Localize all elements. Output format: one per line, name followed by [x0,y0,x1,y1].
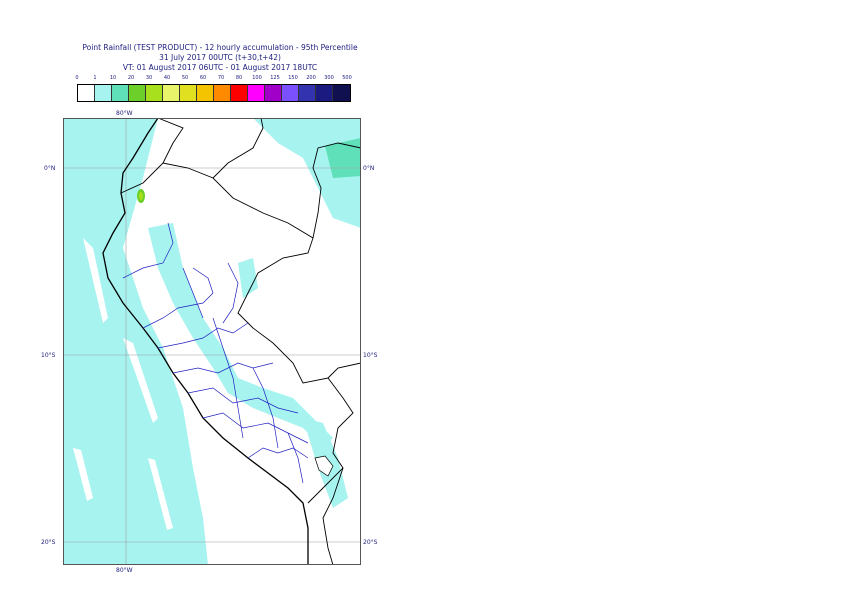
legend-labels: 0 1 10 20 30 40 50 60 70 80 100 125 150 … [70,75,360,83]
legend-swatch [197,85,214,101]
rain-area-interior [238,258,258,298]
dry-streak [73,448,93,501]
run-time: 31 July 2017 00UTC (t+30,t+42) [159,53,281,62]
country-border-brazil [312,142,361,239]
legend-swatch [316,85,333,101]
legend-swatch [163,85,180,101]
legend-label: 30 [145,75,153,81]
legend-swatch [129,85,146,101]
legend-label: 60 [199,75,207,81]
lake-titicaca [314,455,334,477]
lon-label-bottom: 80°W [116,567,133,574]
lat-label-eq-right: 0°N [363,165,375,172]
coastline [102,118,309,565]
legend-swatch [146,85,163,101]
legend-swatch [214,85,231,101]
lat-label-eq-left: 0°N [44,165,56,172]
country-border-colombia [157,118,264,179]
legend-label: 125 [270,75,280,81]
legend-label: 100 [252,75,262,81]
rainfall-map [63,118,361,565]
legend-swatch [180,85,197,101]
dry-streak [148,458,173,530]
admin-boundaries [122,222,309,484]
map-title: Point Rainfall (TEST PRODUCT) - 12 hourl… [82,43,358,52]
dry-streak [123,338,158,423]
legend-swatch [231,85,248,101]
legend-label: 20 [127,75,135,81]
legend-swatch [78,85,95,101]
legend-label: 150 [288,75,298,81]
legend-swatch [333,85,350,101]
legend-label: 80 [235,75,243,81]
lat-label-20s-left: 20°S [41,539,56,546]
rain-area-ocean [63,118,208,565]
map-frame [63,118,361,565]
country-border-peru [120,162,354,504]
rain-spot-light [139,192,143,200]
legend-swatch [299,85,316,101]
color-legend [77,84,351,102]
valid-time: VT: 01 August 2017 06UTC - 01 August 201… [122,63,318,72]
lat-label-10s-right: 10°S [363,352,378,359]
legend-label: 300 [324,75,334,81]
legend-swatch [248,85,265,101]
legend-label: 70 [217,75,225,81]
lon-label-top: 80°W [116,110,133,117]
legend-label: 1 [93,75,97,81]
legend-swatch [112,85,129,101]
lat-label-10s-left: 10°S [41,352,56,359]
country-border-bolivia [322,362,361,565]
legend-swatch [282,85,299,101]
map-canvas [63,118,361,565]
lat-label-20s-right: 20°S [363,539,378,546]
legend-label: 10 [109,75,117,81]
legend-swatch [95,85,112,101]
legend-label: 0 [75,75,79,81]
legend-swatch [265,85,282,101]
legend-label: 500 [342,75,352,81]
legend-label: 200 [306,75,316,81]
legend-label: 40 [163,75,171,81]
dry-streak [83,238,108,323]
legend-label: 50 [181,75,189,81]
